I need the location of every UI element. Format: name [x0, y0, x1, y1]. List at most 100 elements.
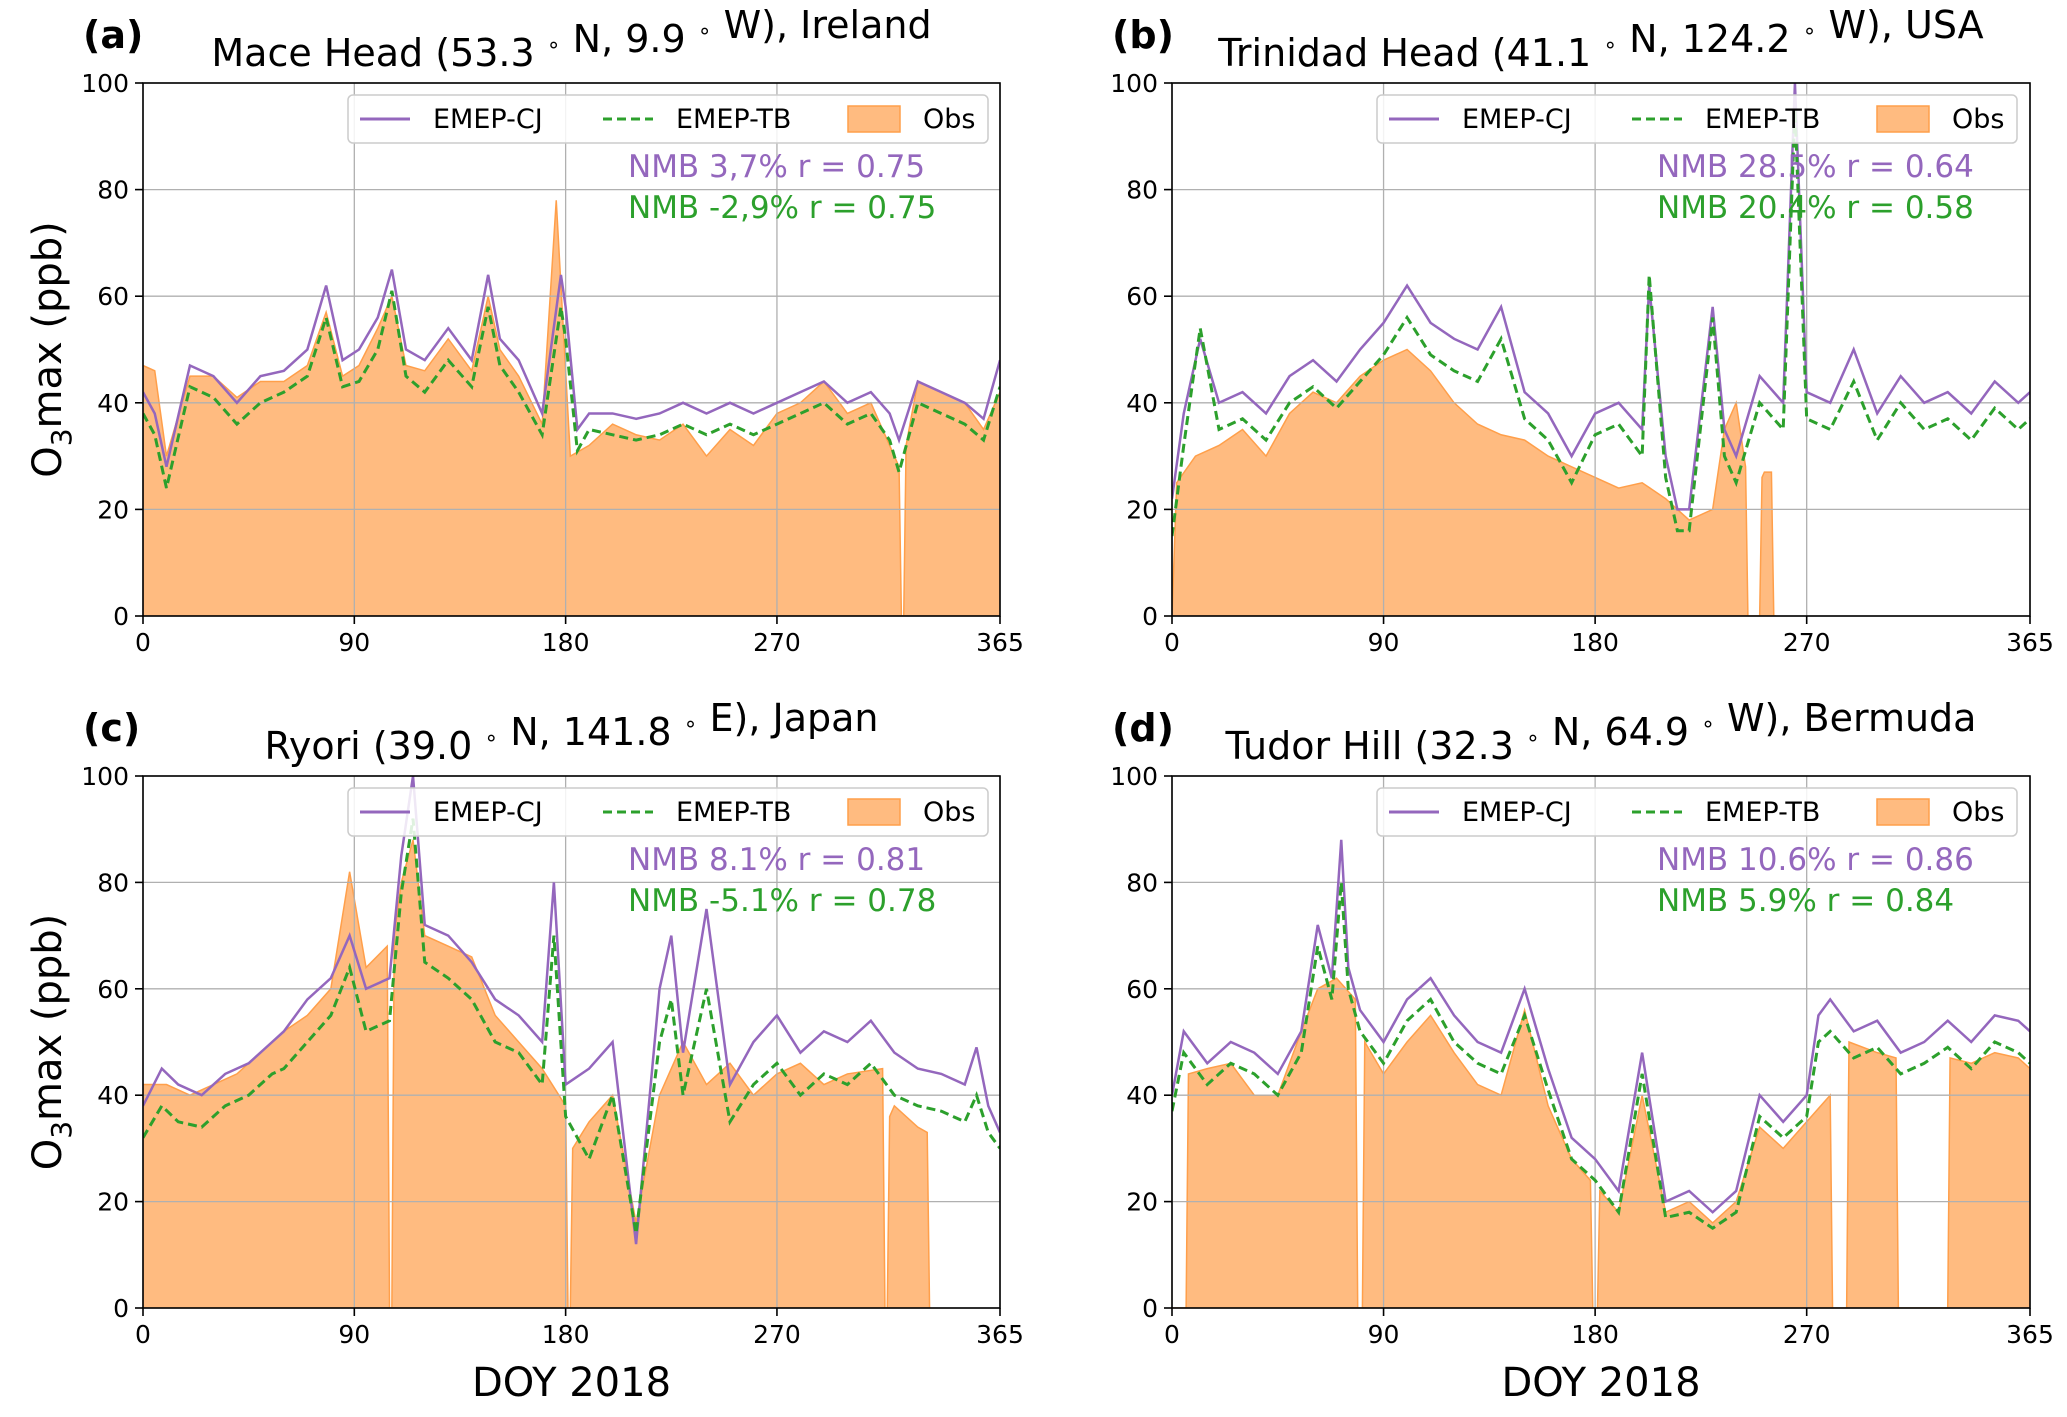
x-tick-label: 90 [1368, 1320, 1400, 1349]
x-tick-label: 270 [753, 1320, 801, 1349]
y-tick-label: 20 [97, 1188, 129, 1217]
legend-label-obs: Obs [923, 104, 975, 135]
legend-label-tb: EMEP-TB [1705, 104, 1820, 135]
y-tick-label: 40 [1126, 1081, 1158, 1110]
x-tick-label: 90 [1368, 628, 1400, 657]
stats-cj: NMB 10.6% r = 0.86 [1657, 842, 1974, 878]
axes-frame [1171, 775, 2031, 1309]
y-tick-label: 80 [97, 868, 129, 897]
emep-tb-line [143, 290, 1000, 489]
legend-swatch-obs [1876, 105, 1930, 133]
y-tick-label: 0 [113, 1294, 129, 1323]
x-tick-label: 270 [753, 628, 801, 657]
legend-label-cj: EMEP-CJ [1462, 797, 1572, 828]
emep-cj-line [143, 776, 1000, 1245]
x-tick-label: 180 [1571, 1320, 1619, 1349]
chart-title: Trinidad Head (41.1 ∘ N, 124.2 ∘ W), USA [1217, 3, 1983, 75]
y-tick-label: 40 [97, 389, 129, 418]
legend-box [347, 94, 989, 144]
y-tick-label: 100 [81, 762, 129, 791]
y-axis-label: O3max (ppb) [25, 914, 78, 1171]
chart-panel-1: 0 90 180 270 365 0 20 40 60 80 100 (a) Mace Head (53… [25, 3, 1024, 657]
emep-tb-line [1172, 109, 2030, 537]
x-tick-label: 180 [542, 628, 590, 657]
emep-cj-line [1172, 839, 2030, 1214]
legend-box [1376, 787, 2018, 837]
chart-panel-4: 0 90 180 270 365 0 20 40 60 80 100 (d) Tudor Hill (3… [1110, 696, 2054, 1406]
legend-label-cj: EMEP-CJ [433, 104, 543, 135]
axes-frame [142, 82, 1001, 617]
x-tick-label: 365 [976, 1320, 1024, 1349]
legend-label-tb: EMEP-TB [676, 104, 791, 135]
obs-area [1172, 348, 1777, 616]
x-tick-label: 0 [1164, 1320, 1180, 1349]
y-tick-label: 60 [1126, 282, 1158, 311]
panel-label: (b) [1112, 13, 1174, 57]
x-tick-label: 365 [976, 628, 1024, 657]
panel-label: (d) [1112, 706, 1174, 750]
x-axis-label: DOY 2018 [1501, 1360, 1700, 1406]
legend-label-tb: EMEP-TB [676, 797, 791, 828]
y-tick-label: 80 [1126, 176, 1158, 205]
y-tick-label: 80 [1126, 868, 1158, 897]
obs-area [143, 200, 1000, 616]
x-tick-label: 0 [135, 1320, 151, 1349]
stats-tb: NMB 5.9% r = 0.84 [1657, 883, 1954, 919]
x-tick-label: 90 [338, 628, 370, 657]
stats-tb: NMB -2,9% r = 0.75 [628, 190, 936, 226]
x-tick-label: 270 [1783, 628, 1831, 657]
y-tick-label: 100 [81, 69, 129, 98]
stats-tb: NMB -5.1% r = 0.78 [628, 883, 936, 919]
y-tick-label: 100 [1110, 69, 1158, 98]
x-tick-label: 365 [2006, 1320, 2054, 1349]
x-tick-label: 180 [542, 1320, 590, 1349]
x-tick-label: 365 [2006, 628, 2054, 657]
y-tick-label: 60 [97, 975, 129, 1004]
x-axis-label: DOY 2018 [472, 1360, 671, 1406]
stats-cj: NMB 8.1% r = 0.81 [628, 842, 925, 878]
stats-cj: NMB 28.5% r = 0.64 [1657, 149, 1974, 185]
emep-cj-line [143, 269, 1000, 468]
stats-tb: NMB 20.4% r = 0.58 [1657, 190, 1974, 226]
chart-title: Tudor Hill (32.3 ∘ N, 64.9 ∘ W), Bermuda [1225, 696, 1977, 768]
x-tick-label: 0 [135, 628, 151, 657]
panel-label: (a) [83, 13, 143, 57]
axes-frame [1171, 82, 2031, 617]
legend-swatch-obs [1876, 798, 1930, 826]
y-tick-label: 40 [97, 1081, 129, 1110]
chart-panel-3: 0 90 180 270 365 0 20 40 60 80 100 (c) Ryori (39.0 ∘… [25, 696, 1024, 1406]
y-tick-label: 20 [1126, 1188, 1158, 1217]
legend-label-tb: EMEP-TB [1705, 797, 1820, 828]
y-tick-label: 60 [97, 282, 129, 311]
y-tick-label: 20 [1126, 495, 1158, 524]
y-tick-label: 0 [113, 602, 129, 631]
emep-cj-line [1172, 83, 2030, 511]
legend-swatch-obs [847, 798, 901, 826]
x-tick-label: 180 [1571, 628, 1619, 657]
axes-frame [142, 775, 1001, 1309]
y-tick-label: 0 [1142, 602, 1158, 631]
legend-label-cj: EMEP-CJ [1462, 104, 1572, 135]
y-tick-label: 20 [97, 495, 129, 524]
legend-label-cj: EMEP-CJ [433, 797, 543, 828]
y-tick-label: 80 [97, 176, 129, 205]
obs-area [1172, 977, 2030, 1308]
legend-label-obs: Obs [1952, 797, 2004, 828]
x-tick-label: 0 [1164, 628, 1180, 657]
y-tick-label: 100 [1110, 762, 1158, 791]
x-tick-label: 270 [1783, 1320, 1831, 1349]
chart-panel-2: 0 90 180 270 365 0 20 40 60 80 100 (b) Trinidad Head… [1110, 3, 2054, 657]
legend-box [347, 787, 989, 837]
emep-tb-line [143, 818, 1000, 1234]
legend-label-obs: Obs [923, 797, 975, 828]
y-axis-label: O3max (ppb) [25, 221, 78, 478]
chart-title: Mace Head (53.3 ∘ N, 9.9 ∘ W), Ireland [211, 3, 931, 75]
stats-cj: NMB 3,7% r = 0.75 [628, 149, 925, 185]
panel-label: (c) [83, 706, 140, 750]
y-tick-label: 60 [1126, 975, 1158, 1004]
legend-label-obs: Obs [1952, 104, 2004, 135]
emep-tb-line [1172, 882, 2030, 1231]
legend-swatch-obs [847, 105, 901, 133]
chart-title: Ryori (39.0 ∘ N, 141.8 ∘ E), Japan [265, 696, 879, 768]
